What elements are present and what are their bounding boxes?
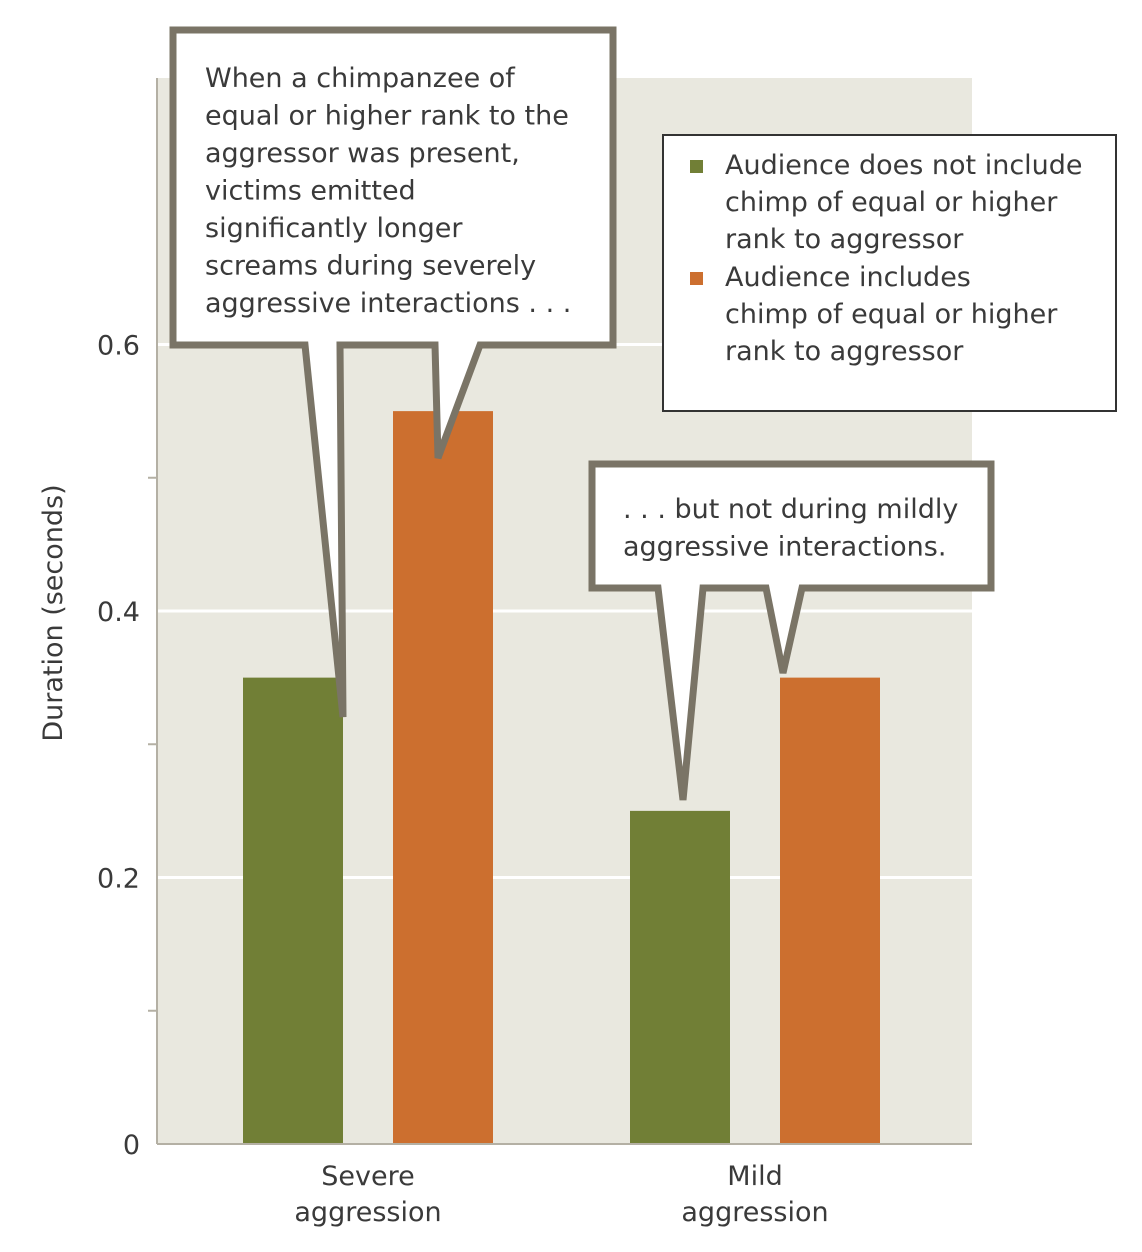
bar-higher-rank-mild [780, 677, 880, 1144]
x-tick-labels: Severe aggression Mild aggression [294, 1161, 828, 1228]
y-tick-label: 0 [123, 1130, 140, 1161]
legend-label: Audience includes chimp of equal or highe… [725, 262, 1058, 367]
legend: Audience does not include chimp of equal … [662, 134, 1117, 412]
bar-no-higher-rank-mild [630, 810, 730, 1144]
bar-higher-rank-severe [393, 411, 493, 1144]
callout-text: . . . but not during mildly aggressive in… [623, 494, 958, 563]
callout-frame [169, 26, 617, 718]
y-ticks: 0 0.2 0.4 0.6 [97, 331, 157, 1161]
x-tick-label: Severe aggression [294, 1161, 441, 1228]
y-tick-label: 0.4 [97, 597, 140, 628]
callout-frame [588, 460, 995, 801]
x-tick-label: Mild aggression [681, 1161, 828, 1228]
callout-text: When a chimpanzee of equal or higher rank… [205, 63, 571, 319]
legend-swatch [690, 272, 703, 285]
legend-label: Audience does not include chimp of equal … [725, 150, 1083, 255]
annotation-callout-mild: . . . but not during mildly aggressive in… [588, 460, 995, 801]
bar-no-higher-rank-severe [243, 677, 343, 1144]
y-axis-label: Duration (seconds) [38, 484, 69, 741]
annotation-callout-severe: When a chimpanzee of equal or higher rank… [169, 26, 617, 718]
bars [243, 411, 880, 1144]
legend-swatch [690, 160, 703, 173]
y-tick-label: 0.2 [97, 864, 140, 895]
legend-box [662, 134, 1117, 412]
y-tick-label: 0.6 [97, 331, 140, 362]
